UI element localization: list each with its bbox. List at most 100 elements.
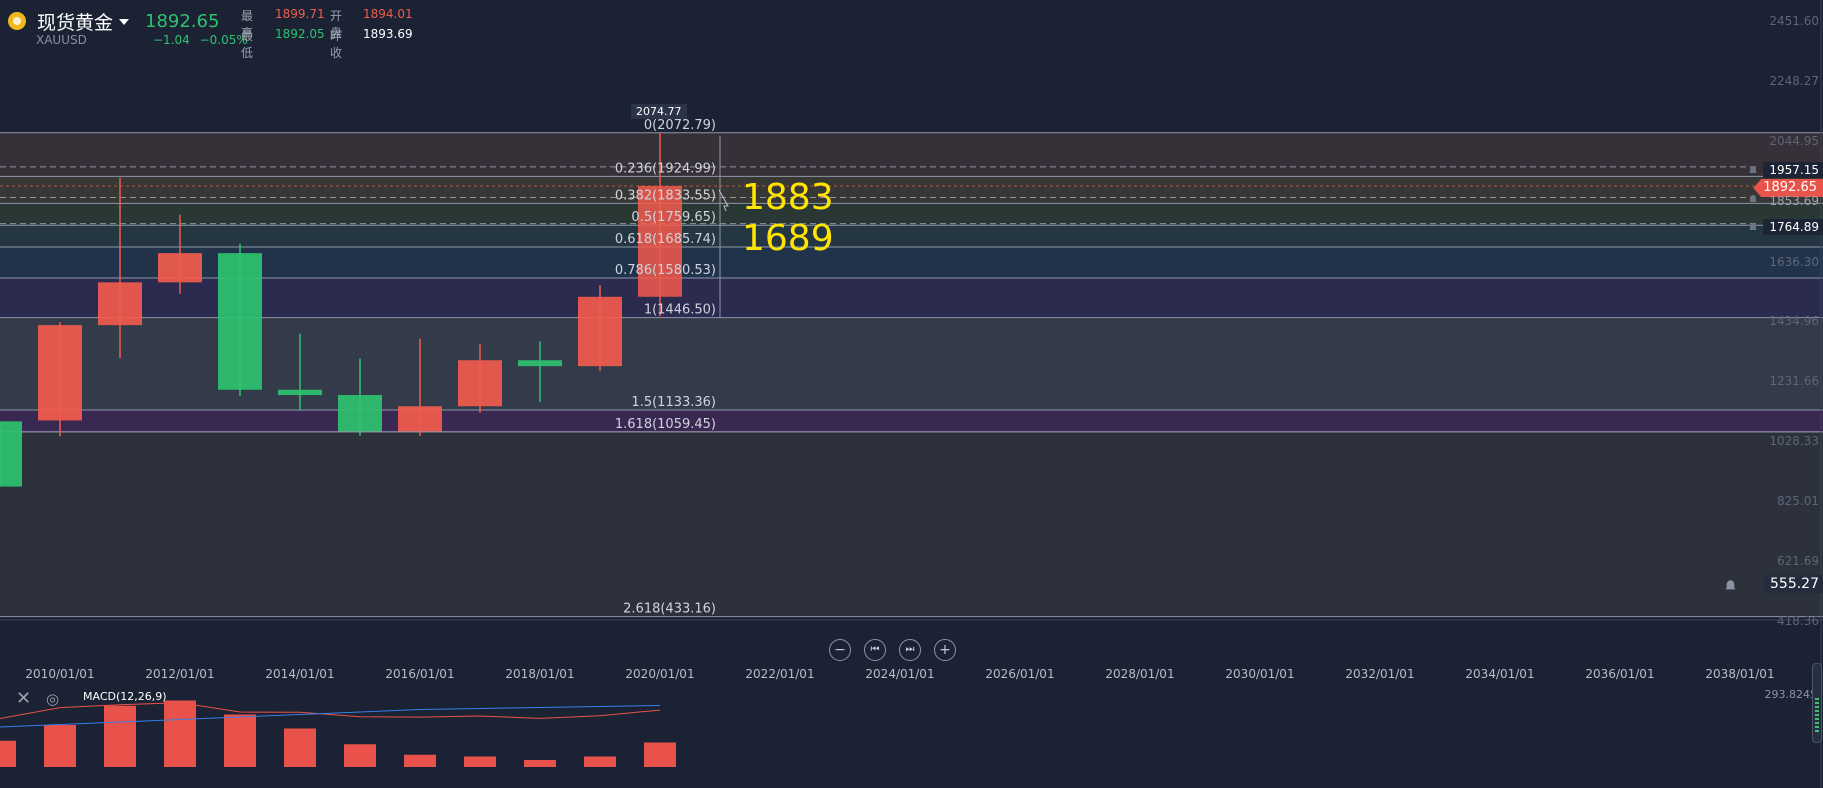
fib-level-label: 0.236(1924.99) [615, 161, 716, 176]
high-label: 最高 [241, 9, 254, 40]
macd-bar [464, 756, 496, 767]
time-axis-label: 2026/01/01 [985, 667, 1055, 681]
fib-level-label: 1.5(1133.36) [631, 395, 716, 410]
price-axis-label: 418.36 [1777, 614, 1819, 628]
macd-bar [164, 700, 196, 767]
time-axis-label: 2020/01/01 [625, 667, 695, 681]
candle[interactable] [338, 358, 382, 436]
time-axis-label: 2024/01/01 [865, 667, 935, 681]
candle-body [0, 421, 22, 487]
time-axis: 2010/01/01 2012/01/01 2014/01/01 2016/01/01… [0, 667, 1823, 683]
prev-close-label: 昨收 [330, 29, 343, 60]
zoom-in-button[interactable]: + [934, 639, 956, 661]
low-label: 最低 [241, 29, 254, 60]
candle-body [98, 282, 142, 326]
candle[interactable] [158, 214, 202, 294]
time-axis-label: 2012/01/01 [145, 667, 215, 681]
change-percent: −0.05% [199, 33, 248, 47]
fib-level-label: 0.786(1580.53) [615, 263, 716, 278]
time-axis-label: 2022/01/01 [745, 667, 815, 681]
scroll-handle[interactable] [1812, 663, 1822, 743]
price-axis-label: 1636.30 [1769, 254, 1819, 269]
fib-level-label: 1(1446.50) [644, 303, 716, 318]
time-axis-label: 2030/01/01 [1225, 667, 1295, 681]
macd-bar [344, 744, 376, 767]
bell-icon[interactable] [1748, 222, 1758, 232]
macd-label: MACD(12,26,9) [83, 690, 167, 703]
fib-zone [0, 278, 1823, 318]
fib-zone [0, 203, 1823, 226]
alert-price-tag[interactable]: 1957.15 [1763, 162, 1823, 178]
minus-icon: − [834, 642, 846, 658]
time-axis-label: 2038/01/01 [1705, 667, 1775, 681]
candle-body [458, 360, 502, 407]
instrument-symbol: XAUUSD [36, 33, 87, 47]
high-value: 1899.71 [275, 7, 325, 21]
macd-dea-line [0, 705, 661, 728]
candle[interactable] [98, 177, 142, 359]
macd-dif-line [0, 702, 661, 719]
annotation-text[interactable]: 1689 [742, 218, 834, 259]
candle[interactable] [518, 341, 562, 403]
annotation-text[interactable]: 1883 [742, 177, 834, 218]
close-indicator-icon[interactable]: ✕ [16, 688, 32, 709]
candle[interactable] [458, 343, 502, 413]
dropdown-caret-icon[interactable] [119, 19, 129, 25]
time-axis-label: 2014/01/01 [265, 667, 335, 681]
price-axis-label: 1434.96 [1769, 314, 1819, 328]
jump-start-button[interactable]: ⏮ [864, 639, 886, 661]
candle-body [218, 253, 262, 390]
plus-icon: + [939, 642, 951, 658]
macd-bar [584, 756, 616, 767]
gold-logo-icon [8, 12, 26, 30]
bell-icon[interactable] [1724, 579, 1737, 592]
macd-bar [644, 742, 676, 767]
price-axis-label: 1028.33 [1769, 434, 1819, 448]
candle[interactable] [398, 338, 442, 436]
candle[interactable] [638, 132, 682, 317]
price-axis-label: 621.69 [1777, 553, 1819, 568]
price-axis-label: 2248.27 [1769, 74, 1819, 88]
macd-bar [404, 754, 436, 767]
jump-end-button[interactable]: ⏭ [899, 639, 921, 661]
prev-close-value: 1893.69 [363, 27, 413, 41]
time-axis-label: 2036/01/01 [1585, 667, 1655, 681]
low-alert-tag[interactable]: 555.27 [1764, 575, 1823, 593]
candle[interactable] [38, 322, 82, 437]
skip-back-icon: ⏮ [870, 644, 880, 655]
cursor-arrow-icon [718, 189, 729, 212]
time-axis-label: 2034/01/01 [1465, 667, 1535, 681]
zoom-out-button[interactable]: − [829, 639, 851, 661]
candle[interactable] [0, 421, 22, 487]
price-change: −1.04 −0.05% [153, 33, 248, 47]
time-axis-label: 2028/01/01 [1105, 667, 1175, 681]
low-value: 1892.05 [275, 27, 325, 41]
change-value: −1.04 [153, 33, 190, 47]
candle[interactable] [578, 284, 622, 371]
price-axis-label: 1231.66 [1769, 373, 1819, 388]
candle-body [638, 185, 682, 297]
instrument-title[interactable]: 现货黄金 [37, 12, 114, 34]
candle-body [158, 253, 202, 283]
time-axis-label: 2032/01/01 [1345, 667, 1415, 681]
fib-zone [0, 317, 1823, 411]
bell-icon[interactable] [1748, 194, 1758, 204]
candle-body [398, 406, 442, 432]
candle[interactable] [278, 333, 322, 411]
candle[interactable] [218, 243, 262, 397]
fib-zone [0, 431, 1823, 617]
skip-forward-icon: ⏭ [905, 644, 915, 655]
price-axis-label: 2044.95 [1769, 134, 1819, 148]
last-price: 1892.65 [145, 11, 220, 32]
fib-level-label: 1.618(1059.45) [615, 417, 716, 432]
bell-icon[interactable] [1748, 165, 1758, 175]
fib-zone [0, 410, 1823, 432]
time-axis-label: 2018/01/01 [505, 667, 575, 681]
alert-price-tag[interactable]: 1764.89 [1763, 219, 1823, 235]
settings-icon[interactable]: ◎ [46, 690, 60, 708]
high-price-tooltip: 2074.77 [631, 104, 687, 119]
candle-body [278, 389, 322, 396]
alert-price-tag[interactable]: 1853.69 [1769, 194, 1819, 208]
